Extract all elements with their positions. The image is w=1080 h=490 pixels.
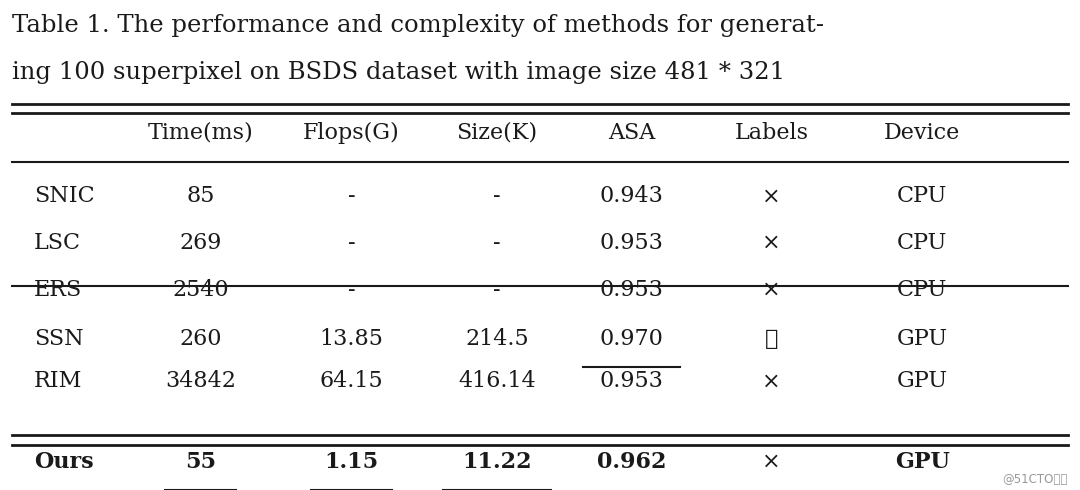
Text: 55: 55 [185, 451, 216, 473]
Text: 214.5: 214.5 [465, 328, 529, 350]
Text: Labels: Labels [734, 122, 809, 144]
Text: -: - [348, 279, 355, 301]
Text: GPU: GPU [895, 451, 949, 473]
Text: -: - [348, 185, 355, 207]
Text: CPU: CPU [897, 279, 947, 301]
Text: 260: 260 [179, 328, 221, 350]
Text: 34842: 34842 [165, 370, 237, 392]
Text: ✓: ✓ [765, 328, 779, 350]
Text: GPU: GPU [896, 370, 948, 392]
Text: 0.970: 0.970 [599, 328, 663, 350]
Text: 0.953: 0.953 [599, 232, 663, 253]
Text: 2540: 2540 [173, 279, 229, 301]
Text: CPU: CPU [897, 185, 947, 207]
Text: 64.15: 64.15 [320, 370, 383, 392]
Text: -: - [494, 185, 501, 207]
Text: 416.14: 416.14 [458, 370, 536, 392]
Text: 85: 85 [187, 185, 215, 207]
Text: -: - [494, 279, 501, 301]
Text: Ours: Ours [33, 451, 93, 473]
Text: -: - [348, 232, 355, 253]
Text: 11.22: 11.22 [462, 451, 531, 473]
Text: @51CTO博客: @51CTO博客 [1002, 473, 1068, 486]
Text: 0.943: 0.943 [599, 185, 663, 207]
Text: 0.962: 0.962 [597, 451, 666, 473]
Text: ERS: ERS [33, 279, 82, 301]
Text: RIM: RIM [33, 370, 82, 392]
Text: ×: × [762, 451, 781, 473]
Text: Table 1. The performance and complexity of methods for generat-: Table 1. The performance and complexity … [12, 14, 824, 37]
Text: ×: × [762, 232, 781, 253]
Text: Time(ms): Time(ms) [148, 122, 254, 144]
Text: SNIC: SNIC [33, 185, 94, 207]
Text: CPU: CPU [897, 232, 947, 253]
Text: Device: Device [885, 122, 960, 144]
Text: ASA: ASA [608, 122, 656, 144]
Text: ×: × [762, 185, 781, 207]
Text: SSN: SSN [33, 328, 83, 350]
Text: LSC: LSC [33, 232, 81, 253]
Text: 269: 269 [179, 232, 221, 253]
Text: 0.953: 0.953 [599, 279, 663, 301]
Text: ×: × [762, 370, 781, 392]
Text: 0.953: 0.953 [599, 370, 663, 392]
Text: 1.15: 1.15 [324, 451, 379, 473]
Text: 13.85: 13.85 [320, 328, 383, 350]
Text: ×: × [762, 279, 781, 301]
Text: Size(K): Size(K) [457, 122, 538, 144]
Text: GPU: GPU [896, 328, 948, 350]
Text: -: - [494, 232, 501, 253]
Text: ing 100 superpixel on BSDS dataset with image size 481 * 321: ing 100 superpixel on BSDS dataset with … [12, 61, 785, 84]
Text: Flops(G): Flops(G) [303, 122, 400, 144]
